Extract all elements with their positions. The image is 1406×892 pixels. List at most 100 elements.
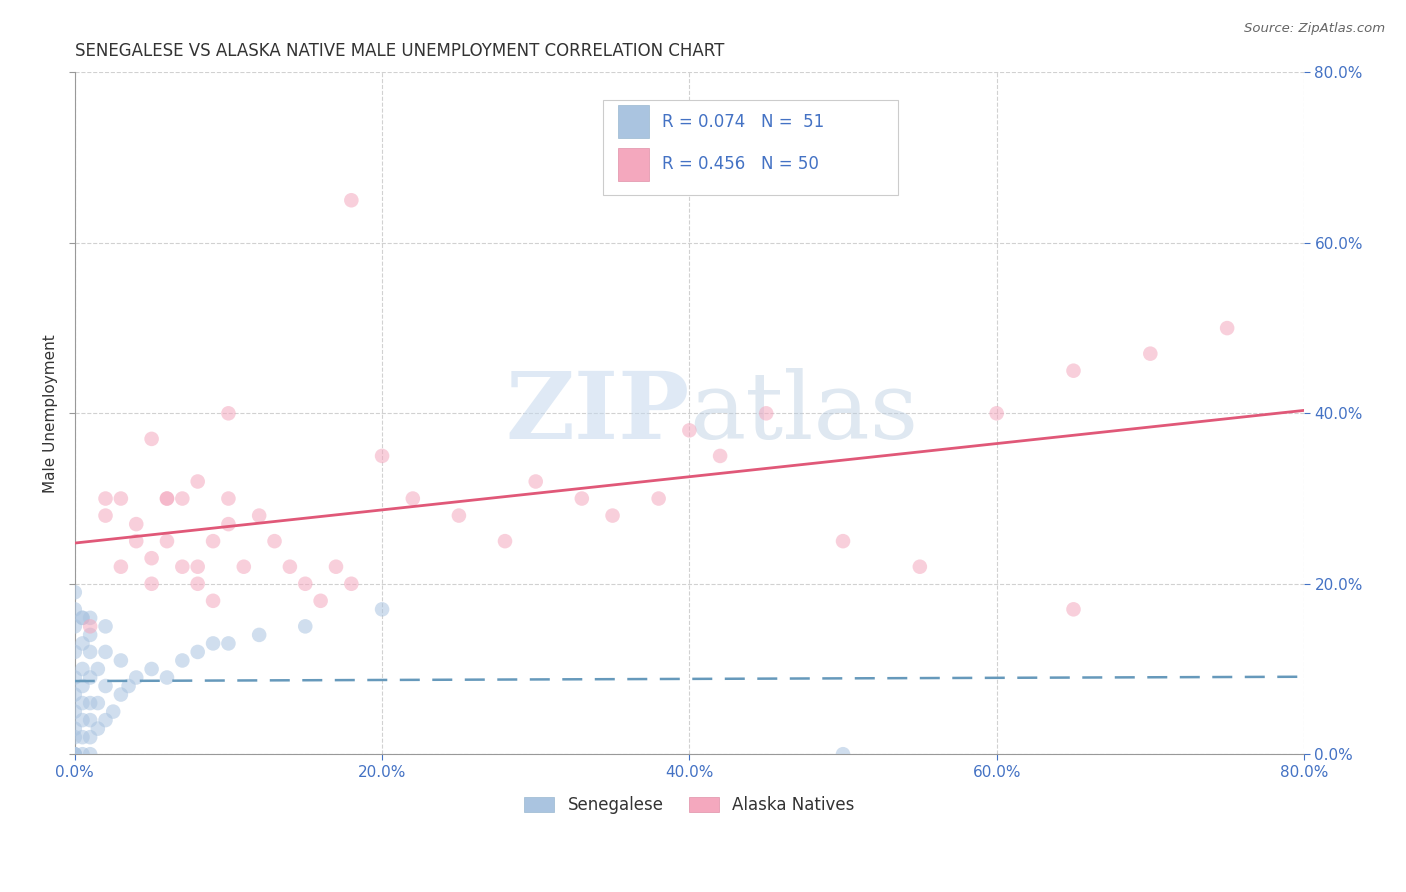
Point: [87, 662, 110, 676]
Point: [202, 534, 225, 549]
Point: [141, 551, 163, 566]
Point: [524, 475, 547, 489]
Point: [278, 559, 301, 574]
Text: atlas: atlas: [689, 368, 918, 458]
Y-axis label: Male Unemployment: Male Unemployment: [44, 334, 58, 492]
Point: [125, 517, 148, 532]
Point: [63, 645, 86, 659]
Point: [79, 611, 101, 625]
Point: [447, 508, 470, 523]
Point: [371, 449, 394, 463]
Point: [141, 576, 163, 591]
Point: [94, 508, 117, 523]
Point: [247, 508, 270, 523]
Point: [72, 730, 94, 744]
Point: [63, 602, 86, 616]
Point: [79, 619, 101, 633]
Point: [72, 636, 94, 650]
Point: [141, 662, 163, 676]
Point: [63, 730, 86, 744]
FancyBboxPatch shape: [619, 105, 648, 138]
Point: [217, 491, 239, 506]
Point: [187, 475, 209, 489]
Point: [156, 491, 179, 506]
Point: [217, 517, 239, 532]
Point: [494, 534, 516, 549]
Point: [202, 594, 225, 608]
Point: [72, 747, 94, 762]
Point: [79, 696, 101, 710]
Point: [79, 671, 101, 685]
Point: [263, 534, 285, 549]
Point: [79, 713, 101, 727]
Point: [371, 602, 394, 616]
Point: [309, 594, 332, 608]
Point: [1063, 364, 1085, 378]
Point: [172, 559, 194, 574]
Point: [294, 576, 316, 591]
Point: [87, 696, 110, 710]
Point: [63, 747, 86, 762]
Point: [832, 747, 855, 762]
Point: [187, 576, 209, 591]
Point: [187, 559, 209, 574]
Point: [402, 491, 425, 506]
Point: [217, 636, 239, 650]
Point: [87, 722, 110, 736]
Point: [141, 432, 163, 446]
Text: ZIP: ZIP: [505, 368, 689, 458]
FancyBboxPatch shape: [603, 100, 898, 195]
Point: [156, 491, 179, 506]
Point: [125, 534, 148, 549]
Point: [232, 559, 254, 574]
Point: [247, 628, 270, 642]
Point: [94, 491, 117, 506]
Point: [63, 722, 86, 736]
Text: SENEGALESE VS ALASKA NATIVE MALE UNEMPLOYMENT CORRELATION CHART: SENEGALESE VS ALASKA NATIVE MALE UNEMPLO…: [75, 42, 724, 60]
Point: [94, 619, 117, 633]
Point: [187, 645, 209, 659]
Point: [294, 619, 316, 633]
Point: [72, 611, 94, 625]
Point: [63, 619, 86, 633]
Point: [156, 534, 179, 549]
Point: [602, 508, 624, 523]
Point: [110, 491, 132, 506]
Point: [156, 671, 179, 685]
Point: [63, 747, 86, 762]
Point: [94, 679, 117, 693]
Point: [647, 491, 669, 506]
Point: [72, 696, 94, 710]
Text: R = 0.074   N =  51: R = 0.074 N = 51: [662, 112, 824, 130]
Point: [63, 747, 86, 762]
Point: [678, 423, 700, 437]
Point: [340, 194, 363, 208]
Point: [986, 406, 1008, 420]
Point: [1063, 602, 1085, 616]
Point: [908, 559, 931, 574]
Point: [110, 653, 132, 667]
Point: [110, 688, 132, 702]
Point: [63, 688, 86, 702]
Point: [172, 491, 194, 506]
Point: [1216, 321, 1239, 335]
Point: [72, 611, 94, 625]
Point: [63, 705, 86, 719]
Point: [117, 679, 139, 693]
Point: [1139, 346, 1161, 360]
Point: [755, 406, 778, 420]
Point: [709, 449, 731, 463]
Legend: Senegalese, Alaska Natives: Senegalese, Alaska Natives: [524, 796, 855, 814]
Point: [103, 705, 125, 719]
Point: [340, 576, 363, 591]
Text: Source: ZipAtlas.com: Source: ZipAtlas.com: [1244, 22, 1385, 36]
Point: [79, 628, 101, 642]
Point: [72, 679, 94, 693]
Point: [571, 491, 593, 506]
Point: [72, 662, 94, 676]
Point: [202, 636, 225, 650]
Point: [63, 585, 86, 599]
Point: [79, 645, 101, 659]
Point: [94, 713, 117, 727]
Point: [172, 653, 194, 667]
